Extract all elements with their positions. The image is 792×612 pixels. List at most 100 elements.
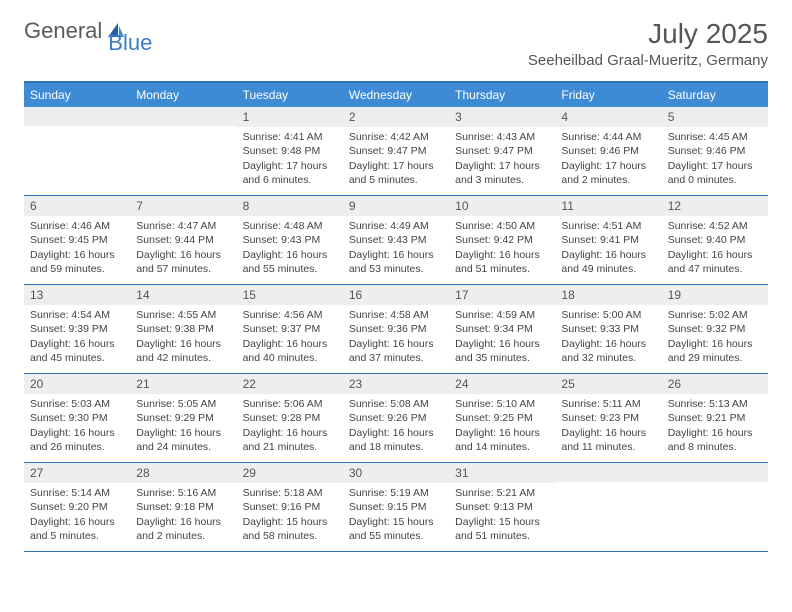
sunset-line: Sunset: 9:18 PM xyxy=(136,500,230,514)
calendar-cell: 20Sunrise: 5:03 AMSunset: 9:30 PMDayligh… xyxy=(24,374,130,462)
sunrise-line: Sunrise: 4:58 AM xyxy=(349,308,443,322)
cell-body xyxy=(662,482,768,542)
calendar-cell: 9Sunrise: 4:49 AMSunset: 9:43 PMDaylight… xyxy=(343,196,449,284)
calendar-cell: 11Sunrise: 4:51 AMSunset: 9:41 PMDayligh… xyxy=(555,196,661,284)
sunrise-line: Sunrise: 4:43 AM xyxy=(455,130,549,144)
sunrise-line: Sunrise: 4:59 AM xyxy=(455,308,549,322)
sunset-line: Sunset: 9:36 PM xyxy=(349,322,443,336)
cell-body: Sunrise: 4:48 AMSunset: 9:43 PMDaylight:… xyxy=(237,216,343,282)
daylight-line: Daylight: 16 hours and 57 minutes. xyxy=(136,248,230,276)
daylight-line: Daylight: 16 hours and 35 minutes. xyxy=(455,337,549,365)
daylight-line: Daylight: 16 hours and 53 minutes. xyxy=(349,248,443,276)
sunset-line: Sunset: 9:47 PM xyxy=(455,144,549,158)
daylight-line: Daylight: 16 hours and 45 minutes. xyxy=(30,337,124,365)
sunrise-line: Sunrise: 4:55 AM xyxy=(136,308,230,322)
sunrise-line: Sunrise: 5:10 AM xyxy=(455,397,549,411)
cell-body: Sunrise: 4:55 AMSunset: 9:38 PMDaylight:… xyxy=(130,305,236,371)
sunset-line: Sunset: 9:26 PM xyxy=(349,411,443,425)
sunset-line: Sunset: 9:15 PM xyxy=(349,500,443,514)
sunrise-line: Sunrise: 4:50 AM xyxy=(455,219,549,233)
daylight-line: Daylight: 15 hours and 51 minutes. xyxy=(455,515,549,543)
week-row: 1Sunrise: 4:41 AMSunset: 9:48 PMDaylight… xyxy=(24,107,768,196)
cell-body: Sunrise: 5:08 AMSunset: 9:26 PMDaylight:… xyxy=(343,394,449,460)
cell-body: Sunrise: 4:49 AMSunset: 9:43 PMDaylight:… xyxy=(343,216,449,282)
day-number: 4 xyxy=(555,107,661,127)
logo: General Blue xyxy=(24,18,172,44)
cell-body: Sunrise: 5:13 AMSunset: 9:21 PMDaylight:… xyxy=(662,394,768,460)
sunrise-line: Sunrise: 5:02 AM xyxy=(668,308,762,322)
calendar-cell: 15Sunrise: 4:56 AMSunset: 9:37 PMDayligh… xyxy=(237,285,343,373)
sunset-line: Sunset: 9:45 PM xyxy=(30,233,124,247)
cell-body xyxy=(24,126,130,186)
sunrise-line: Sunrise: 4:46 AM xyxy=(30,219,124,233)
sunset-line: Sunset: 9:48 PM xyxy=(243,144,337,158)
calendar-cell: 8Sunrise: 4:48 AMSunset: 9:43 PMDaylight… xyxy=(237,196,343,284)
calendar-cell: 30Sunrise: 5:19 AMSunset: 9:15 PMDayligh… xyxy=(343,463,449,551)
sunset-line: Sunset: 9:37 PM xyxy=(243,322,337,336)
calendar-cell: 2Sunrise: 4:42 AMSunset: 9:47 PMDaylight… xyxy=(343,107,449,195)
calendar-cell: 6Sunrise: 4:46 AMSunset: 9:45 PMDaylight… xyxy=(24,196,130,284)
daylight-line: Daylight: 16 hours and 37 minutes. xyxy=(349,337,443,365)
cell-body: Sunrise: 4:45 AMSunset: 9:46 PMDaylight:… xyxy=(662,127,768,193)
cell-body: Sunrise: 4:41 AMSunset: 9:48 PMDaylight:… xyxy=(237,127,343,193)
sunrise-line: Sunrise: 4:42 AM xyxy=(349,130,443,144)
day-number: 10 xyxy=(449,196,555,216)
header: General Blue July 2025 Seeheilbad Graal-… xyxy=(24,18,768,69)
sunset-line: Sunset: 9:39 PM xyxy=(30,322,124,336)
sunrise-line: Sunrise: 4:47 AM xyxy=(136,219,230,233)
sunset-line: Sunset: 9:44 PM xyxy=(136,233,230,247)
day-header-cell: Sunday xyxy=(24,83,130,107)
cell-body: Sunrise: 4:51 AMSunset: 9:41 PMDaylight:… xyxy=(555,216,661,282)
sunset-line: Sunset: 9:33 PM xyxy=(561,322,655,336)
calendar-cell: 3Sunrise: 4:43 AMSunset: 9:47 PMDaylight… xyxy=(449,107,555,195)
calendar-cell: 27Sunrise: 5:14 AMSunset: 9:20 PMDayligh… xyxy=(24,463,130,551)
sunrise-line: Sunrise: 5:21 AM xyxy=(455,486,549,500)
daylight-line: Daylight: 16 hours and 32 minutes. xyxy=(561,337,655,365)
calendar: SundayMondayTuesdayWednesdayThursdayFrid… xyxy=(24,81,768,552)
day-number xyxy=(555,463,661,482)
cell-body: Sunrise: 4:47 AMSunset: 9:44 PMDaylight:… xyxy=(130,216,236,282)
location: Seeheilbad Graal-Mueritz, Germany xyxy=(528,52,768,69)
logo-word-2: Blue xyxy=(108,30,152,56)
sunset-line: Sunset: 9:28 PM xyxy=(243,411,337,425)
daylight-line: Daylight: 17 hours and 2 minutes. xyxy=(561,159,655,187)
sunset-line: Sunset: 9:30 PM xyxy=(30,411,124,425)
day-number: 29 xyxy=(237,463,343,483)
calendar-cell: 22Sunrise: 5:06 AMSunset: 9:28 PMDayligh… xyxy=(237,374,343,462)
sunrise-line: Sunrise: 4:48 AM xyxy=(243,219,337,233)
daylight-line: Daylight: 17 hours and 5 minutes. xyxy=(349,159,443,187)
daylight-line: Daylight: 17 hours and 0 minutes. xyxy=(668,159,762,187)
day-number: 12 xyxy=(662,196,768,216)
cell-body: Sunrise: 4:42 AMSunset: 9:47 PMDaylight:… xyxy=(343,127,449,193)
day-number: 22 xyxy=(237,374,343,394)
week-row: 20Sunrise: 5:03 AMSunset: 9:30 PMDayligh… xyxy=(24,374,768,463)
sunset-line: Sunset: 9:43 PM xyxy=(349,233,443,247)
sunrise-line: Sunrise: 5:14 AM xyxy=(30,486,124,500)
daylight-line: Daylight: 16 hours and 42 minutes. xyxy=(136,337,230,365)
sunrise-line: Sunrise: 4:51 AM xyxy=(561,219,655,233)
day-number: 8 xyxy=(237,196,343,216)
day-number: 28 xyxy=(130,463,236,483)
calendar-cell: 18Sunrise: 5:00 AMSunset: 9:33 PMDayligh… xyxy=(555,285,661,373)
day-number: 20 xyxy=(24,374,130,394)
calendar-cell: 13Sunrise: 4:54 AMSunset: 9:39 PMDayligh… xyxy=(24,285,130,373)
sunrise-line: Sunrise: 5:05 AM xyxy=(136,397,230,411)
day-number: 19 xyxy=(662,285,768,305)
cell-body: Sunrise: 5:10 AMSunset: 9:25 PMDaylight:… xyxy=(449,394,555,460)
day-number: 16 xyxy=(343,285,449,305)
sunset-line: Sunset: 9:38 PM xyxy=(136,322,230,336)
cell-body: Sunrise: 5:03 AMSunset: 9:30 PMDaylight:… xyxy=(24,394,130,460)
sunrise-line: Sunrise: 5:11 AM xyxy=(561,397,655,411)
cell-body: Sunrise: 5:16 AMSunset: 9:18 PMDaylight:… xyxy=(130,483,236,549)
sunrise-line: Sunrise: 4:54 AM xyxy=(30,308,124,322)
month-title: July 2025 xyxy=(528,18,768,50)
sunset-line: Sunset: 9:13 PM xyxy=(455,500,549,514)
cell-body: Sunrise: 5:14 AMSunset: 9:20 PMDaylight:… xyxy=(24,483,130,549)
sunset-line: Sunset: 9:29 PM xyxy=(136,411,230,425)
day-number: 9 xyxy=(343,196,449,216)
day-number: 18 xyxy=(555,285,661,305)
sunset-line: Sunset: 9:16 PM xyxy=(243,500,337,514)
daylight-line: Daylight: 15 hours and 58 minutes. xyxy=(243,515,337,543)
cell-body: Sunrise: 5:02 AMSunset: 9:32 PMDaylight:… xyxy=(662,305,768,371)
sunrise-line: Sunrise: 5:18 AM xyxy=(243,486,337,500)
